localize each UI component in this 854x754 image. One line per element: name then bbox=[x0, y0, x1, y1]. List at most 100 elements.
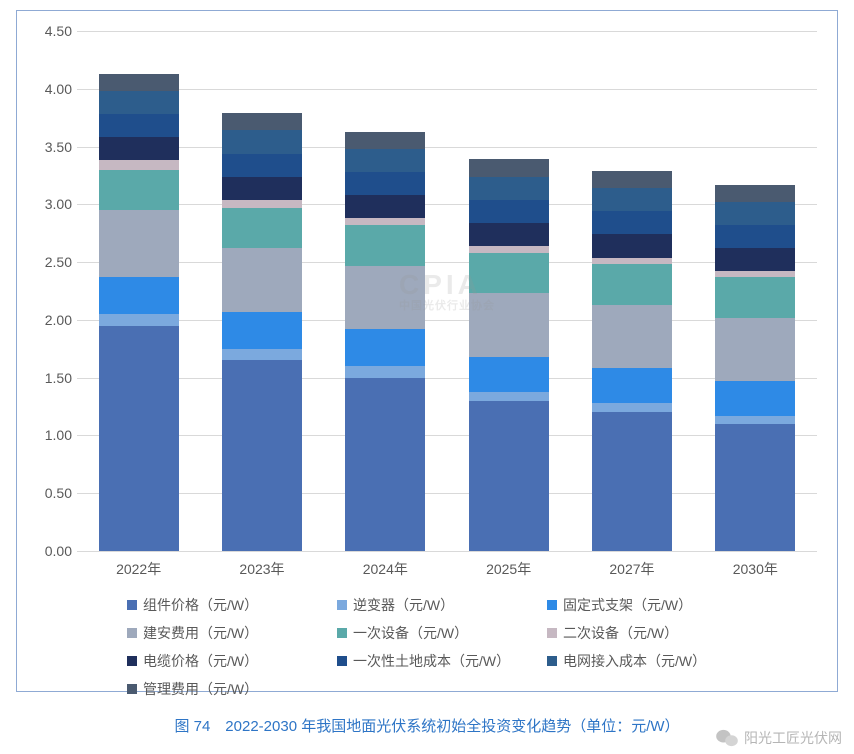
bar-segment bbox=[345, 378, 425, 551]
y-tick-label: 0.00 bbox=[32, 543, 72, 559]
legend-item: 电网接入成本（元/W） bbox=[547, 651, 757, 671]
legend-swatch bbox=[127, 600, 137, 610]
x-tick-label: 2025年 bbox=[486, 559, 531, 579]
legend-swatch bbox=[547, 600, 557, 610]
y-tick-label: 2.00 bbox=[32, 312, 72, 328]
legend-swatch bbox=[127, 684, 137, 694]
bar-segment bbox=[222, 113, 302, 130]
bar-segment bbox=[345, 132, 425, 149]
legend-label: 组件价格（元/W） bbox=[143, 595, 258, 615]
legend-item: 一次性土地成本（元/W） bbox=[337, 651, 547, 671]
grid-line bbox=[77, 551, 817, 552]
bar-segment bbox=[222, 177, 302, 200]
legend-swatch bbox=[547, 628, 557, 638]
bar-segment bbox=[222, 312, 302, 349]
bar-segment bbox=[592, 412, 672, 551]
legend-item: 组件价格（元/W） bbox=[127, 595, 337, 615]
bar-segment bbox=[345, 225, 425, 265]
chart-container: 0.00 0.50 1.00 1.50 2.00 2.50 3.00 3.50 4.00 4.50… bbox=[16, 10, 838, 692]
bar-segment bbox=[715, 277, 795, 317]
legend-item: 二次设备（元/W） bbox=[547, 623, 757, 643]
bar-segment bbox=[592, 234, 672, 257]
x-tick-label: 2027年 bbox=[609, 559, 654, 579]
bar-segment bbox=[99, 74, 179, 91]
bar-segment bbox=[592, 211, 672, 234]
x-tick-label: 2023年 bbox=[239, 559, 284, 579]
legend-label: 电网接入成本（元/W） bbox=[563, 651, 706, 671]
bar-segment bbox=[345, 195, 425, 218]
bar-segment bbox=[592, 368, 672, 403]
wechat-icon bbox=[716, 729, 738, 747]
legend-item: 管理费用（元/W） bbox=[127, 679, 337, 699]
plot-area: 0.000.501.001.502.002.503.003.504.004.50… bbox=[77, 31, 817, 551]
x-tick-label: 2022年 bbox=[116, 559, 161, 579]
legend-swatch bbox=[337, 600, 347, 610]
bar-segment bbox=[222, 200, 302, 208]
y-tick-label: 0.50 bbox=[32, 485, 72, 501]
x-axis-labels: 2022年2023年2024年2025年2027年2030年 bbox=[77, 559, 817, 579]
bars-group bbox=[77, 31, 817, 551]
bar-column bbox=[592, 171, 672, 551]
bar-segment bbox=[99, 160, 179, 169]
y-tick-label: 3.00 bbox=[32, 196, 72, 212]
legend-item: 逆变器（元/W） bbox=[337, 595, 547, 615]
bar-segment bbox=[592, 305, 672, 369]
bar-segment bbox=[715, 202, 795, 225]
bar-segment bbox=[592, 264, 672, 304]
bar-segment bbox=[222, 130, 302, 153]
bar-segment bbox=[592, 188, 672, 211]
bar-segment bbox=[99, 137, 179, 160]
bar-segment bbox=[222, 208, 302, 248]
y-tick-label: 1.00 bbox=[32, 427, 72, 443]
legend-swatch bbox=[547, 656, 557, 666]
legend-item: 一次设备（元/W） bbox=[337, 623, 547, 643]
y-tick-label: 1.50 bbox=[32, 370, 72, 386]
bar-column bbox=[469, 159, 549, 551]
bar-segment bbox=[715, 185, 795, 202]
bar-segment bbox=[592, 403, 672, 412]
bar-segment bbox=[99, 210, 179, 277]
bar-segment bbox=[99, 114, 179, 137]
bar-segment bbox=[715, 318, 795, 382]
y-tick-label: 4.50 bbox=[32, 23, 72, 39]
x-tick-label: 2024年 bbox=[363, 559, 408, 579]
legend-label: 一次性土地成本（元/W） bbox=[353, 651, 510, 671]
legend-label: 电缆价格（元/W） bbox=[143, 651, 258, 671]
legend-label: 逆变器（元/W） bbox=[353, 595, 454, 615]
legend-label: 管理费用（元/W） bbox=[143, 679, 258, 699]
legend-item: 电缆价格（元/W） bbox=[127, 651, 337, 671]
bar-segment bbox=[715, 424, 795, 551]
legend-label: 建安费用（元/W） bbox=[143, 623, 258, 643]
y-tick-label: 3.50 bbox=[32, 139, 72, 155]
legend-label: 一次设备（元/W） bbox=[353, 623, 468, 643]
legend-swatch bbox=[127, 656, 137, 666]
bar-segment bbox=[345, 218, 425, 225]
y-tick-label: 4.00 bbox=[32, 81, 72, 97]
bar-segment bbox=[222, 248, 302, 312]
bar-segment bbox=[345, 266, 425, 330]
legend-swatch bbox=[337, 656, 347, 666]
bar-segment bbox=[715, 248, 795, 271]
bar-segment bbox=[99, 314, 179, 326]
legend-item: 固定式支架（元/W） bbox=[547, 595, 757, 615]
bar-segment bbox=[592, 258, 672, 265]
bar-segment bbox=[222, 154, 302, 177]
legend-swatch bbox=[337, 628, 347, 638]
bar-column bbox=[222, 113, 302, 551]
legend-label: 固定式支架（元/W） bbox=[563, 595, 692, 615]
bar-segment bbox=[345, 149, 425, 172]
bar-segment bbox=[99, 91, 179, 114]
bar-segment bbox=[222, 349, 302, 361]
y-tick-label: 2.50 bbox=[32, 254, 72, 270]
bar-segment bbox=[222, 360, 302, 551]
legend-swatch bbox=[127, 628, 137, 638]
bar-segment bbox=[469, 392, 549, 401]
bar-segment bbox=[469, 401, 549, 551]
source-tag: 阳光工匠光伏网 bbox=[716, 728, 842, 748]
bar-segment bbox=[715, 225, 795, 248]
bar-segment bbox=[469, 357, 549, 392]
bar-segment bbox=[469, 177, 549, 200]
source-text: 阳光工匠光伏网 bbox=[744, 728, 842, 748]
bar-segment bbox=[99, 277, 179, 314]
legend-item: 建安费用（元/W） bbox=[127, 623, 337, 643]
